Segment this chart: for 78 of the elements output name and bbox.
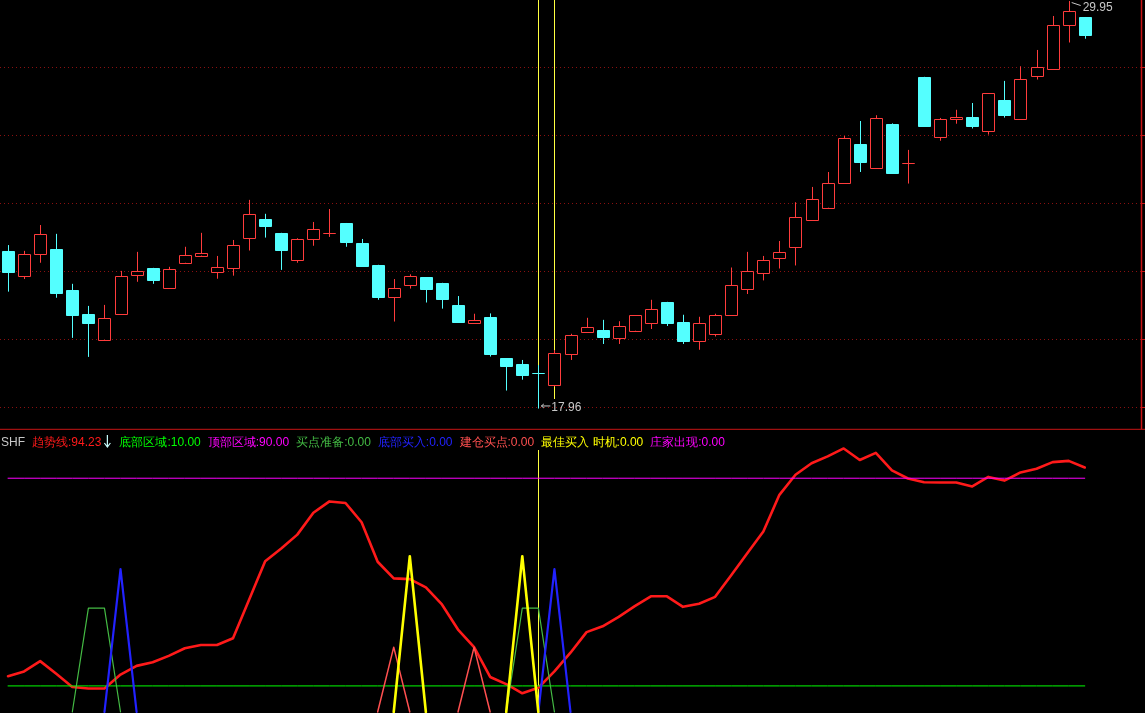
candlestick — [227, 239, 240, 277]
candlestick — [291, 237, 304, 264]
candlestick — [259, 213, 272, 239]
candlestick — [131, 251, 144, 283]
candlestick — [709, 313, 722, 338]
candlestick — [677, 314, 690, 345]
candlestick — [388, 278, 401, 323]
candlestick — [629, 314, 642, 332]
legend-label: 庄家出现:0.00 — [650, 435, 726, 449]
candlestick — [372, 264, 385, 301]
candlestick — [163, 266, 176, 290]
candlestick — [998, 80, 1011, 119]
text: 底部区域:10.00 — [119, 435, 202, 449]
candlestick — [1079, 16, 1092, 40]
candlestick — [773, 240, 786, 270]
text: 趋势线:94.23 — [32, 435, 102, 449]
candlestick — [404, 273, 417, 290]
candlestick — [452, 295, 465, 323]
candlestick — [581, 317, 594, 333]
candlestick — [2, 244, 15, 293]
chart-title: SHF — [1, 435, 25, 449]
candlestick — [468, 313, 481, 324]
candlestick — [98, 304, 111, 341]
candlestick — [115, 270, 128, 315]
candlestick — [838, 135, 851, 184]
candlestick — [484, 312, 497, 358]
candlestick — [741, 251, 754, 295]
candlestick — [50, 233, 63, 299]
candlestick — [886, 122, 899, 174]
candlestick — [548, 349, 561, 387]
candlestick — [966, 102, 979, 129]
candlestick — [66, 283, 79, 339]
annotation: 17.96 — [551, 399, 582, 414]
candlestick — [918, 76, 931, 128]
candlestick — [597, 319, 610, 345]
candlestick — [645, 299, 658, 330]
candlestick — [693, 316, 706, 351]
text: 顶部区域:90.00 — [207, 435, 290, 449]
candlestick — [870, 114, 883, 169]
candlestick — [822, 171, 835, 209]
candlestick — [307, 221, 320, 247]
text: 最佳买入 时机:0.00 — [541, 435, 644, 449]
candlestick — [82, 305, 95, 358]
annotation: 29.95 — [1082, 0, 1114, 14]
candlestick — [661, 301, 674, 327]
candlestick — [565, 333, 578, 361]
candlestick — [275, 232, 288, 271]
candlestick — [757, 255, 770, 281]
candlestick — [806, 186, 819, 222]
candlestick — [340, 222, 353, 248]
candlestick — [934, 117, 947, 142]
candlestick — [950, 109, 963, 125]
candlestick — [613, 320, 626, 345]
candlestick — [436, 282, 449, 310]
text: 建仓买点:0.00 — [458, 435, 535, 449]
candlestick — [500, 357, 513, 392]
candlestick — [982, 92, 995, 136]
candlestick — [195, 232, 208, 257]
candlestick — [1014, 65, 1027, 120]
text: 买点准备:0.00 — [296, 435, 372, 449]
candlestick — [1031, 49, 1044, 81]
candlestick — [725, 267, 738, 316]
candlestick — [243, 199, 256, 252]
candlestick — [420, 276, 433, 304]
candlestick — [789, 201, 802, 266]
candlestick — [211, 255, 224, 280]
candlestick — [356, 238, 369, 267]
candlestick — [34, 224, 47, 264]
text: 底部买入:0.00 — [377, 435, 453, 449]
candlestick — [179, 246, 192, 264]
candlestick — [1047, 15, 1060, 70]
candlestick — [854, 120, 867, 173]
candlestick — [18, 250, 31, 280]
candlestick — [323, 208, 336, 238]
candlestick — [532, 364, 545, 410]
candlestick — [147, 267, 160, 285]
candlestick — [516, 359, 529, 381]
candlestick — [902, 149, 915, 185]
